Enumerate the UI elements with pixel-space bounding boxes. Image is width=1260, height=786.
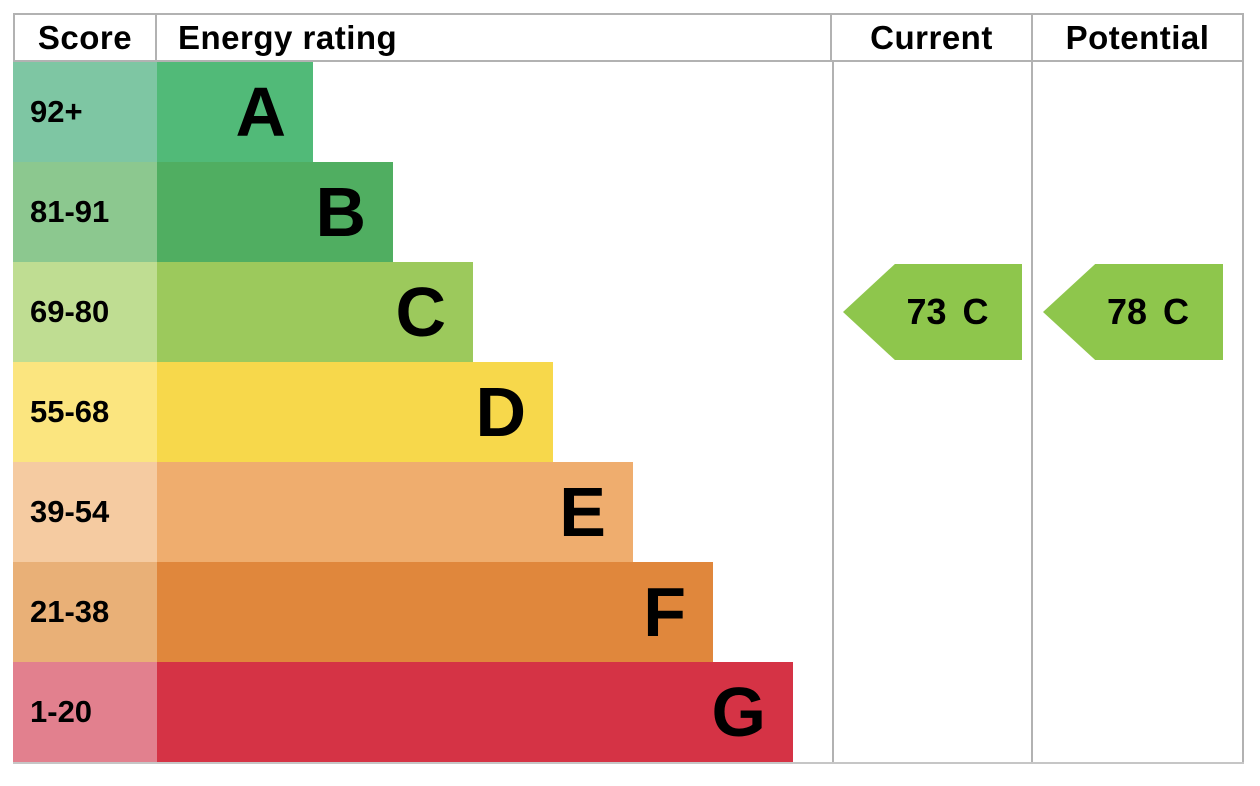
- score-range-label-f: 21-38: [13, 562, 157, 662]
- rating-band-f: F: [157, 562, 713, 662]
- header-potential: Potential: [1033, 13, 1244, 62]
- potential-rating-letter: C: [1163, 291, 1190, 332]
- header-energy-rating: Energy rating: [157, 13, 832, 62]
- rating-band-d: D: [157, 362, 553, 462]
- current-column: 73 C: [832, 62, 1033, 762]
- rating-band-c: C: [157, 262, 473, 362]
- current-score-value: 73: [906, 291, 947, 332]
- epc-row-c: 69-80 C: [13, 262, 832, 362]
- epc-row-g: 1-20 G: [13, 662, 832, 762]
- rating-band-g: G: [157, 662, 793, 762]
- epc-row-e: 39-54 E: [13, 462, 832, 562]
- header-current: Current: [832, 13, 1033, 62]
- epc-row-f: 21-38 F: [13, 562, 832, 662]
- rating-band-a: A: [157, 62, 313, 162]
- score-range-label-e: 39-54: [13, 462, 157, 562]
- score-range-label-d: 55-68: [13, 362, 157, 462]
- score-range-label-b: 81-91: [13, 162, 157, 262]
- current-rating-letter: C: [962, 291, 989, 332]
- epc-row-b: 81-91 B: [13, 162, 832, 262]
- epc-body: 92+ A 81-91 B 69-80 C 55-68 D 39-54 E 21…: [13, 62, 1244, 764]
- epc-chart: Score Energy rating Current Potential 92…: [13, 13, 1244, 764]
- epc-row-d: 55-68 D: [13, 362, 832, 462]
- score-range-label-c: 69-80: [13, 262, 157, 362]
- score-range-label-g: 1-20: [13, 662, 157, 762]
- potential-column: 78 C: [1033, 62, 1244, 762]
- epc-row-a: 92+ A: [13, 62, 832, 162]
- potential-rating-arrow: 78 C: [1043, 264, 1223, 360]
- score-range-label-a: 92+: [13, 62, 157, 162]
- epc-bands-area: 92+ A 81-91 B 69-80 C 55-68 D 39-54 E 21…: [13, 62, 832, 762]
- epc-header-row: Score Energy rating Current Potential: [13, 13, 1244, 62]
- current-rating-arrow: 73 C: [843, 264, 1022, 360]
- rating-band-e: E: [157, 462, 633, 562]
- potential-score-value: 78: [1106, 291, 1148, 332]
- rating-band-b: B: [157, 162, 393, 262]
- header-score: Score: [13, 13, 157, 62]
